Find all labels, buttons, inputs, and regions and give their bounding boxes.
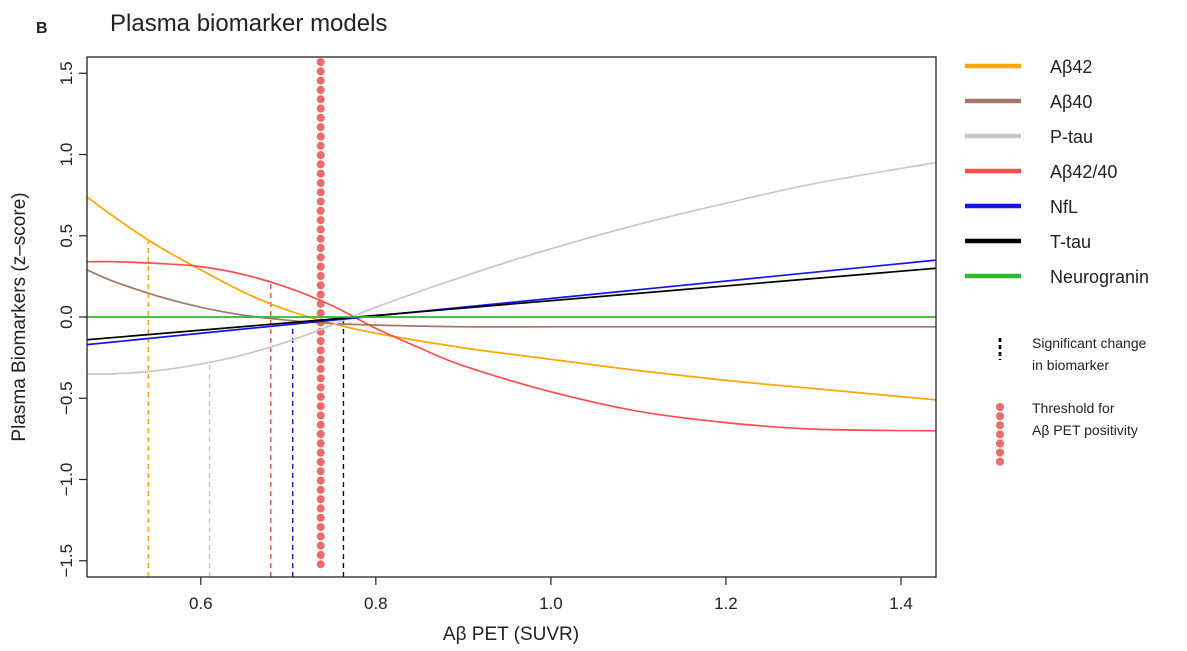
x-tick-label-0: 0.6 (189, 594, 213, 613)
y-tick-label-5: 1.0 (57, 143, 76, 167)
series-line-1 (86, 269, 936, 328)
chart-title: Plasma biomarker models (110, 10, 387, 37)
x-tick-label-4: 1.4 (889, 594, 913, 613)
series-line-0 (86, 196, 937, 401)
y-tick-label-3: 0.0 (57, 305, 76, 329)
legend-label-5: T-tau (1050, 232, 1091, 252)
legend-label-2: P-tau (1050, 127, 1093, 147)
x-tick-label-3: 1.2 (714, 594, 738, 613)
legend-label-3: Aβ42/40 (1050, 162, 1117, 182)
y-axis: −1.5 −1.0 −0.5 0.0 0.5 1.0 1.5 (57, 61, 87, 578)
y-tick-label-2: −0.5 (57, 381, 76, 415)
y-tick-label-6: 1.5 (57, 61, 76, 85)
x-axis: 0.6 0.8 1.0 1.2 1.4 (189, 577, 913, 613)
y-tick-label-0: −1.5 (57, 544, 76, 578)
legend-note-change-line1: Significant change (1032, 335, 1147, 351)
plot-lines (86, 58, 937, 577)
legend: Aβ42 Aβ40 P-tau Aβ42/40 NfL T-tau Neurogranin S… (965, 57, 1149, 466)
x-axis-label: Aβ PET (SUVR) (443, 624, 579, 645)
legend-label-0: Aβ42 (1050, 57, 1092, 77)
legend-label-1: Aβ40 (1050, 92, 1092, 112)
y-axis-label: Plasma Biomarkers (z–score) (9, 192, 30, 441)
series-line-3 (86, 260, 937, 432)
legend-label-6: Neurogranin (1050, 267, 1149, 287)
series-line-4 (86, 259, 937, 346)
y-tick-label-1: −1.0 (57, 463, 76, 497)
y-tick-label-4: 0.5 (57, 224, 76, 248)
x-tick-label-1: 0.8 (364, 594, 388, 613)
series-line-2 (86, 161, 937, 375)
legend-note-threshold-line2: Aβ PET positivity (1032, 422, 1138, 438)
series-line-5 (86, 267, 937, 341)
legend-label-4: NfL (1050, 197, 1078, 217)
legend-note-threshold-line1: Threshold for (1032, 400, 1115, 416)
legend-note-change-line2: in biomarker (1032, 357, 1109, 373)
x-tick-label-2: 1.0 (539, 594, 563, 613)
panel-letter: B (36, 20, 48, 37)
